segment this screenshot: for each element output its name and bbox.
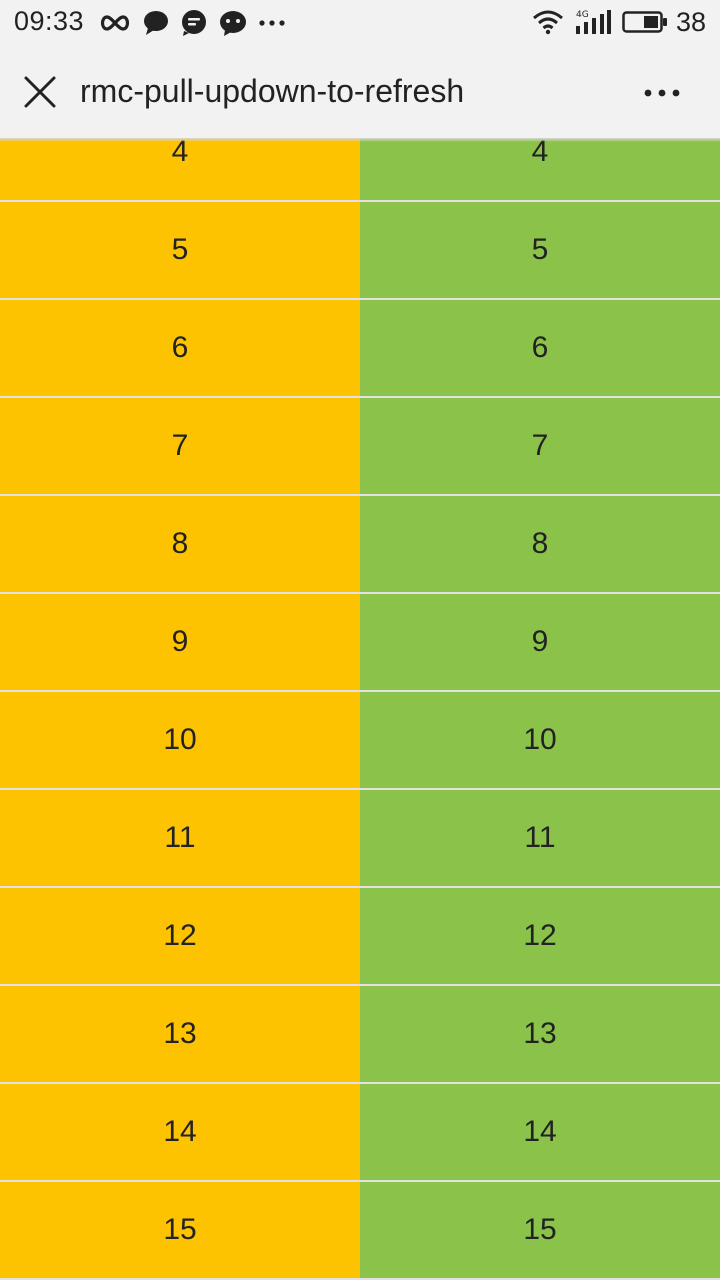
list-item-right: 7 (360, 398, 720, 494)
infinity-icon (100, 15, 130, 31)
list-item-left: 5 (0, 202, 360, 298)
list-row: 10 10 (0, 692, 720, 790)
list-row: 11 11 (0, 790, 720, 888)
list-item-right: 12 (360, 888, 720, 984)
close-icon[interactable] (20, 72, 60, 112)
list-row: 13 13 (0, 986, 720, 1084)
wifi-icon (532, 10, 563, 35)
page-title: rmc-pull-updown-to-refresh (80, 73, 465, 109)
list-item-right: 5 (360, 202, 720, 298)
list-row: 14 14 (0, 1084, 720, 1182)
more-icon[interactable] (634, 76, 690, 110)
list-item-left: 8 (0, 496, 360, 592)
more-dots-icon (259, 20, 285, 26)
battery-icon (622, 11, 667, 33)
list-item-right: 9 (360, 594, 720, 690)
list-item-right: 6 (360, 300, 720, 396)
list-item-right: 11 (360, 790, 720, 886)
status-bar: 09:33 (0, 0, 720, 46)
list-item-left: 4 (0, 138, 360, 200)
list-item-right: 8 (360, 496, 720, 592)
list-item-left: 13 (0, 986, 360, 1082)
chat-bubble-icon (144, 11, 168, 35)
list-item-left: 11 (0, 790, 360, 886)
system-status-icons: 4G 38 (522, 6, 706, 38)
list-item-left: 12 (0, 888, 360, 984)
status-time: 09:33 (14, 6, 85, 36)
list-item-left: 10 (0, 692, 360, 788)
list-item-right: 13 (360, 986, 720, 1082)
list-item-right: 14 (360, 1084, 720, 1180)
list-item-left: 6 (0, 300, 360, 396)
battery-level: 38 (675, 6, 706, 37)
svg-text:4G: 4G (576, 10, 589, 20)
list-content: 4 4 5 5 6 6 7 7 8 8 9 9 10 10 11 11 12 12 13 13 14 14 15 15 (0, 138, 720, 1280)
signal-4g-icon: 4G (575, 10, 611, 34)
message-icon (182, 10, 206, 36)
list-item-right: 15 (360, 1182, 720, 1278)
list-row: 15 15 (0, 1182, 720, 1280)
list-item-right: 4 (360, 138, 720, 200)
notification-icons (98, 8, 296, 38)
list-item-right: 10 (360, 692, 720, 788)
list-item-left: 7 (0, 398, 360, 494)
list-item-left: 15 (0, 1182, 360, 1278)
nav-bar: rmc-pull-updown-to-refresh (0, 46, 720, 138)
list-item-left: 9 (0, 594, 360, 690)
list-item-left: 14 (0, 1084, 360, 1180)
wechat-icon (220, 11, 246, 36)
list-row: 12 12 (0, 888, 720, 986)
pull-refresh-list[interactable]: 4 4 5 5 6 6 7 7 8 8 9 9 10 10 11 11 12 12 13 13 14 14 15 15 (0, 138, 720, 1280)
